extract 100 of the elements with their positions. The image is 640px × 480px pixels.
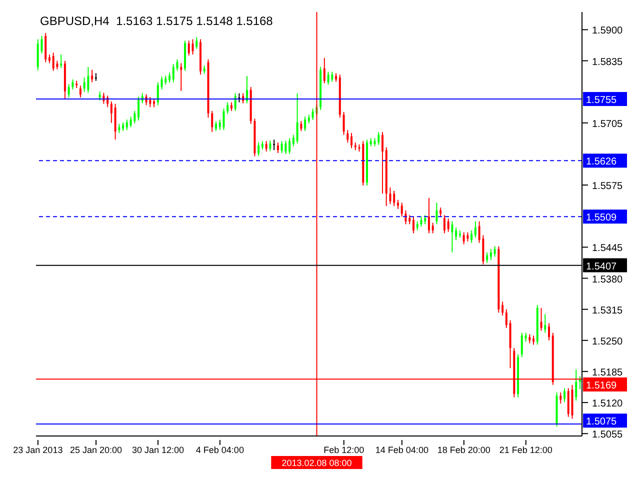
candlestick: [443, 214, 446, 234]
candlestick: [408, 214, 411, 225]
candlestick: [378, 131, 380, 146]
candlestick: [138, 96, 140, 122]
candlestick: [532, 335, 535, 346]
candlestick: [567, 388, 570, 418]
candlestick: [470, 230, 473, 244]
candlestick: [393, 190, 396, 207]
candlestick: [180, 62, 182, 92]
y-tick-label: 1.5185: [592, 367, 624, 378]
candlestick: [389, 186, 392, 205]
candlestick: [560, 392, 562, 404]
candlestick: [192, 38, 194, 56]
candlestick: [94, 72, 97, 82]
candlestick: [156, 82, 159, 106]
candlestick: [381, 131, 384, 194]
candlestick: [494, 246, 496, 258]
ref-line-label: 1.5509: [586, 212, 618, 224]
candlestick: [578, 376, 581, 390]
x-tick-label: Feb 12:00: [324, 445, 364, 455]
candlestick: [505, 308, 508, 328]
y-tick-label: 1.5705: [592, 118, 624, 130]
y-tick-label: 1.5380: [592, 274, 624, 286]
candlestick: [79, 85, 82, 98]
y-tick-label: 1.5900: [592, 26, 624, 37]
candlestick: [196, 36, 198, 50]
candlestick: [520, 332, 523, 358]
candlestick: [300, 120, 302, 132]
y-tick-label: 1.5575: [592, 181, 624, 192]
candlestick: [323, 57, 326, 84]
y-tick-label: 1.5250: [592, 336, 624, 348]
candlestick: [238, 92, 240, 103]
candlestick: [226, 102, 229, 114]
candlestick: [420, 216, 422, 228]
candlestick: [474, 220, 476, 238]
candlestick: [114, 103, 116, 140]
y-tick-label: 1.5120: [592, 398, 624, 410]
candlestick: [188, 40, 190, 56]
candlestick: [451, 220, 454, 253]
candlestick: [396, 199, 399, 210]
candlestick: [540, 307, 542, 332]
candlestick: [548, 322, 550, 341]
candlestick: [273, 139, 276, 151]
x-tick-label: 4 Feb 04:00: [196, 445, 244, 455]
candlestick: [134, 110, 136, 124]
x-tick-label: 25 Jan 20:00: [70, 445, 122, 455]
candlestick: [404, 210, 407, 225]
candlestick: [118, 123, 120, 134]
candlestick: [258, 142, 260, 156]
candlestick: [126, 119, 128, 131]
x-tick-label: 2013.02.08 08:00: [282, 458, 352, 468]
candlestick: [280, 140, 283, 154]
x-tick-label: 23 Jan 2013: [13, 445, 63, 455]
candlestick: [296, 92, 298, 144]
candlestick: [455, 227, 458, 241]
candlestick: [160, 76, 163, 90]
candlestick: [276, 142, 279, 154]
candlestick: [350, 132, 353, 149]
candlestick: [164, 75, 167, 86]
y-tick-label: 1.5315: [592, 305, 624, 316]
chart-title: GBPUSD,H4 1.5163 1.5175 1.5148 1.5168: [40, 14, 273, 28]
ref-line-label: 1.5407: [586, 261, 618, 272]
ref-line-label: 1.5626: [586, 156, 618, 168]
ref-line-label: 1.5075: [586, 416, 618, 428]
candlestick: [288, 138, 291, 154]
candlestick: [462, 232, 465, 245]
candlestick: [312, 108, 314, 121]
candlestick: [36, 38, 39, 71]
candlestick: [60, 54, 62, 68]
ref-line-label: 1.5169: [586, 380, 618, 392]
candlestick: [412, 216, 414, 234]
candlestick: [269, 140, 272, 152]
candlestick: [284, 140, 287, 154]
candlestick: [68, 84, 70, 98]
candlestick: [424, 214, 426, 225]
candlestick: [544, 314, 546, 334]
candlestick: [528, 334, 531, 344]
y-tick-label: 1.5835: [592, 56, 624, 68]
y-tick-label: 1.5055: [592, 430, 624, 441]
candlestick: [72, 78, 74, 90]
candlestick: [265, 140, 268, 152]
candlestick: [110, 100, 112, 124]
candlestick: [149, 96, 152, 108]
candlestick: [214, 120, 217, 132]
candlestick: [234, 92, 236, 112]
candlestick: [342, 111, 345, 136]
candlestick: [432, 222, 434, 234]
candlestick: [87, 66, 90, 94]
candlestick: [346, 130, 349, 143]
candlestick: [486, 252, 488, 264]
candlestick: [292, 134, 294, 147]
candlestick: [246, 76, 248, 104]
candlestick: [172, 64, 174, 83]
candlestick: [436, 202, 438, 225]
candlestick: [222, 108, 225, 131]
candlestick: [168, 72, 171, 84]
candlestick: [91, 69, 94, 83]
candlestick: [98, 90, 101, 101]
candlestick: [466, 232, 469, 242]
candlestick: [416, 220, 418, 231]
